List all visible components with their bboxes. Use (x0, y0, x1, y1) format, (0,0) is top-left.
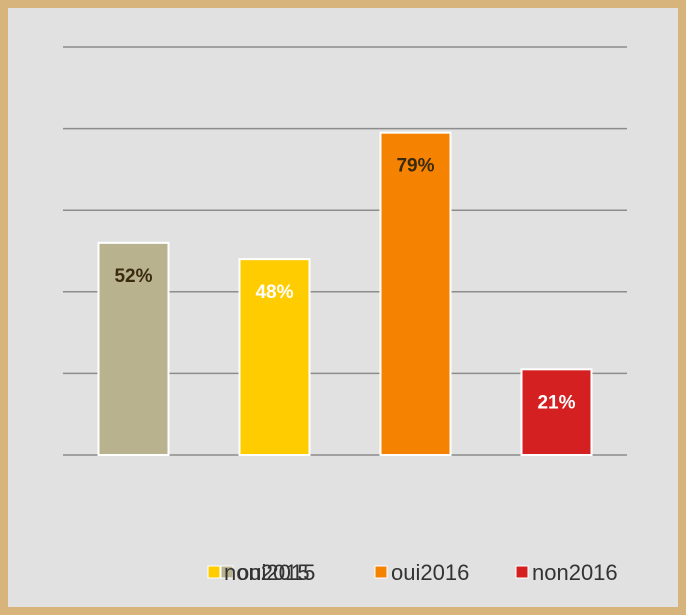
data-label: 21% (537, 392, 575, 413)
bar (97, 241, 170, 456)
data-label: 79% (396, 156, 434, 177)
data-label: 52% (114, 266, 152, 287)
bar (238, 258, 311, 456)
bar (520, 368, 593, 457)
legend-swatch (515, 565, 529, 579)
legend-swatch (220, 565, 234, 579)
data-label: 48% (255, 282, 293, 303)
legend-label: non2016 (532, 560, 618, 585)
bar (379, 131, 452, 456)
legend-swatch (207, 565, 221, 579)
legend-label: oui2015 (237, 560, 315, 585)
legend-label: non2015 (224, 560, 310, 585)
legend-swatch (374, 565, 388, 579)
legend-label: oui2016 (391, 560, 469, 585)
